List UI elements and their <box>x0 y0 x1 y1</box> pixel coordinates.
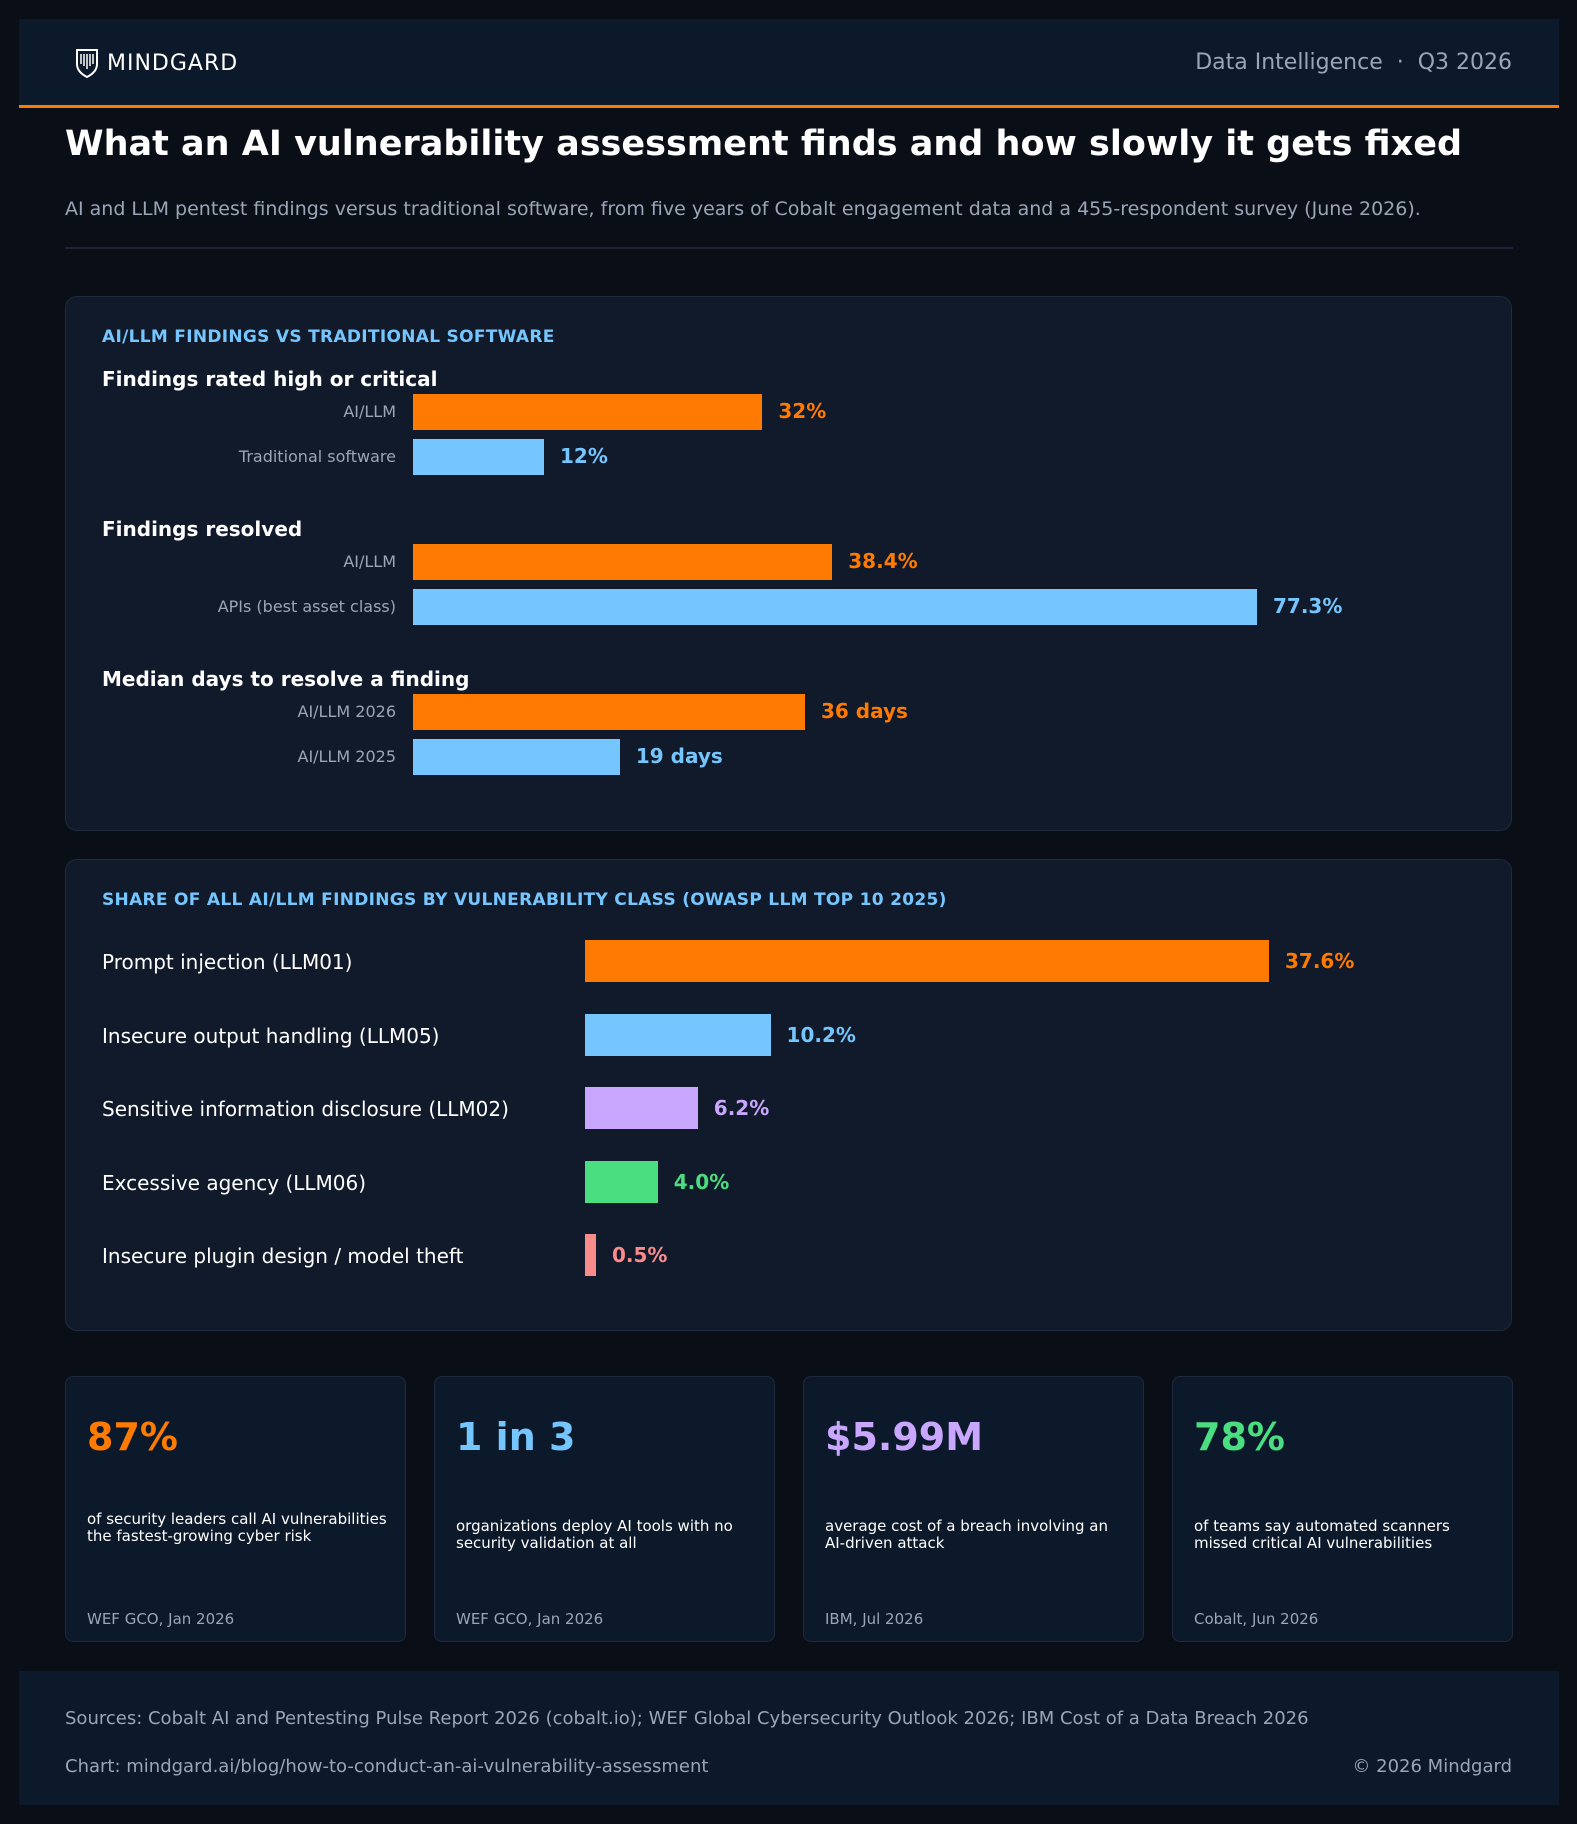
bar-label: AI/LLM <box>343 552 396 571</box>
footer: Sources: Cobalt AI and Pentesting Pulse … <box>19 1671 1559 1805</box>
panel-label: SHARE OF ALL AI/LLM FINDINGS BY VULNERAB… <box>102 890 947 910</box>
stat-description: of security leaders call AI vulnerabilit… <box>87 1510 387 1545</box>
report-period: Data Intelligence · Q3 2026 <box>1195 50 1512 75</box>
footer-chart-link: Chart: mindgard.ai/blog/how-to-conduct-a… <box>65 1756 709 1777</box>
divider <box>65 247 1513 249</box>
class-bar <box>585 1160 658 1203</box>
class-bar <box>585 1087 698 1129</box>
bar-value-label: 36 days <box>821 699 908 723</box>
bar-label: AI/LLM <box>343 402 396 421</box>
page-title: What an AI vulnerability assessment find… <box>65 124 1462 164</box>
stat-card: $5.99M average cost of a breach involving… <box>803 1376 1144 1642</box>
header-bar: MINDGARD Data Intelligence · Q3 2026 <box>19 19 1559 108</box>
class-value-label: 10.2% <box>786 1022 856 1047</box>
stat-value: 87% <box>87 1415 178 1459</box>
stat-source: WEF GCO, Jan 2026 <box>456 1610 604 1628</box>
bar <box>413 739 620 775</box>
class-bar <box>585 1013 771 1056</box>
stat-value: $5.99M <box>825 1415 984 1459</box>
stat-value: 78% <box>1194 1415 1285 1459</box>
class-label: Sensitive information disclosure (LLM02) <box>102 1097 509 1121</box>
stat-value: 1 in 3 <box>456 1415 576 1459</box>
class-value-label: 6.2% <box>713 1096 770 1120</box>
class-value-label: 37.6% <box>1285 949 1355 973</box>
shield-logo-icon <box>76 49 98 78</box>
class-label: Insecure output handling (LLM05) <box>102 1023 440 1048</box>
stat-description: of teams say automated scanners missed c… <box>1194 1517 1450 1552</box>
class-share-panel: SHARE OF ALL AI/LLM FINDINGS BY VULNERAB… <box>65 859 1512 1331</box>
footer-copyright: © 2026 Mindgard <box>1352 1756 1512 1777</box>
logo: MINDGARD <box>75 48 238 78</box>
bar <box>413 544 833 580</box>
stat-source: Cobalt, Jun 2026 <box>1194 1610 1319 1628</box>
class-bar <box>585 940 1269 982</box>
bar-value-label: 32% <box>778 399 827 423</box>
stat-source: WEF GCO, Jan 2026 <box>87 1610 235 1628</box>
stat-card: 1 in 3 organizations deploy AI tools with… <box>434 1376 775 1642</box>
class-label: Insecure plugin design / model theft <box>102 1244 464 1268</box>
stat-description: average cost of a breach involving an AI… <box>825 1517 1108 1552</box>
stat-source: IBM, Jul 2026 <box>825 1610 924 1628</box>
logo-text: MINDGARD <box>107 50 239 76</box>
comparison-panel: AI/LLM FINDINGS VS TRADITIONAL SOFTWARE … <box>65 296 1512 831</box>
group-title: Median days to resolve a finding <box>102 667 470 691</box>
class-label: Excessive agency (LLM06) <box>102 1170 367 1195</box>
footer-sources: Sources: Cobalt AI and Pentesting Pulse … <box>65 1708 1309 1729</box>
class-bar <box>585 1234 596 1276</box>
bar-label: AI/LLM 2025 <box>297 747 397 766</box>
class-value-label: 0.5% <box>612 1243 668 1267</box>
group-title: Findings resolved <box>102 517 303 541</box>
group-title: Findings rated high or critical <box>102 367 438 391</box>
page-subtitle: AI and LLM pentest findings versus tradi… <box>65 198 1421 220</box>
bar-label: Traditional software <box>238 447 396 466</box>
stat-description: organizations deploy AI tools with no se… <box>456 1517 733 1552</box>
class-label: Prompt injection (LLM01) <box>102 950 353 974</box>
bar-value-label: 12% <box>560 444 608 468</box>
bar-value-label: 38.4% <box>848 549 918 573</box>
bar <box>413 589 1257 625</box>
bar-label: APIs (best asset class) <box>217 597 396 616</box>
bar-value-label: 19 days <box>635 744 723 768</box>
class-value-label: 4.0% <box>673 1169 730 1194</box>
stat-card: 87% of security leaders call AI vulnerabi… <box>65 1376 406 1642</box>
stat-card: 78% of teams say automated scanners misse… <box>1172 1376 1513 1642</box>
bar <box>413 694 805 730</box>
bar <box>413 394 763 430</box>
bar <box>413 439 545 475</box>
bar-label: AI/LLM 2026 <box>297 702 397 721</box>
panel-label: AI/LLM FINDINGS VS TRADITIONAL SOFTWARE <box>102 327 555 347</box>
bar-value-label: 77.3% <box>1273 594 1343 618</box>
